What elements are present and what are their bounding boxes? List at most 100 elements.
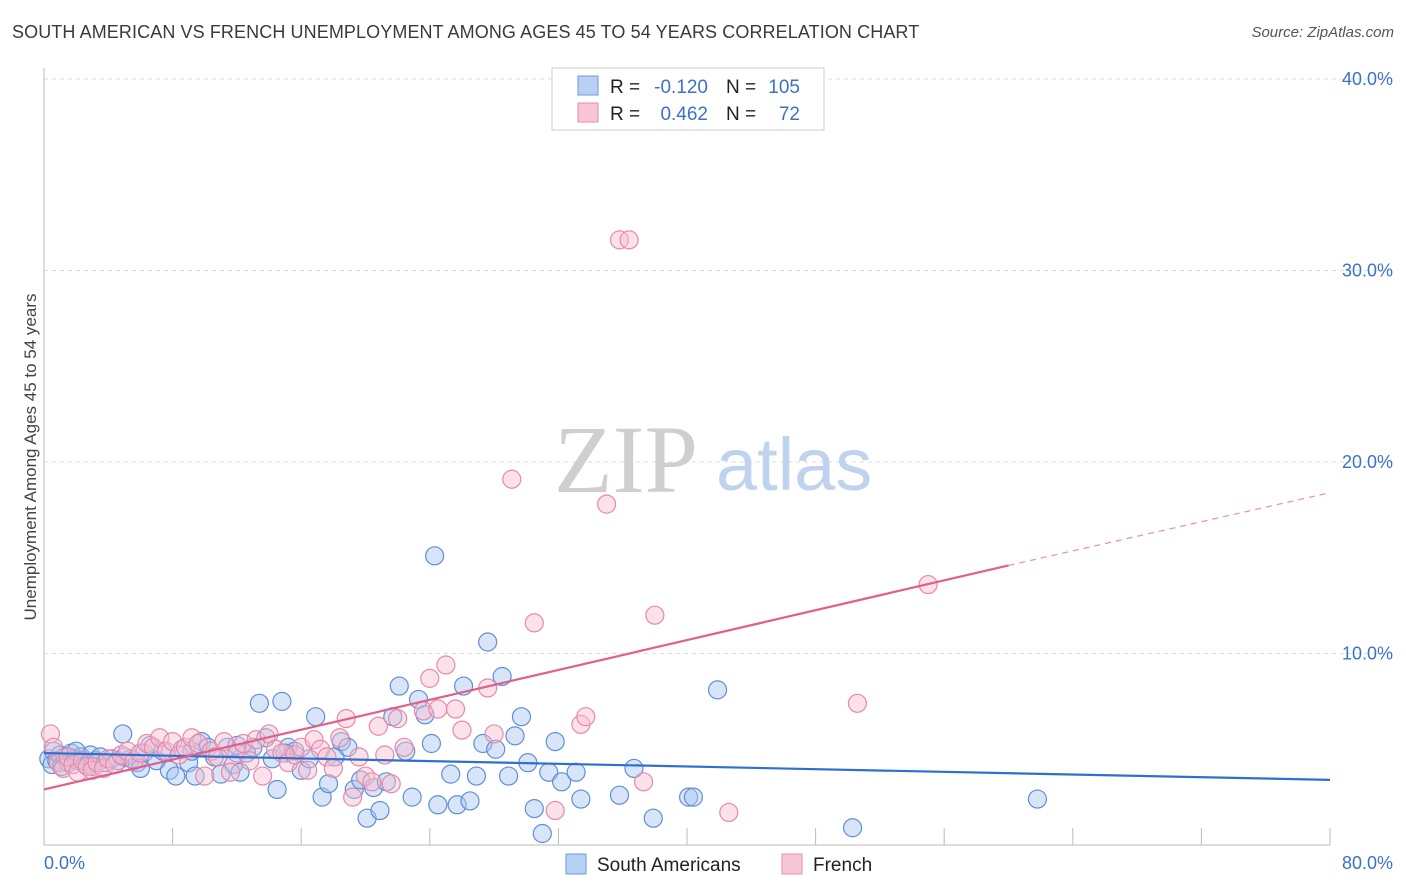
french-point — [576, 707, 596, 727]
french-point — [420, 668, 440, 688]
south-americans-point — [505, 726, 525, 746]
french-point — [619, 230, 639, 250]
french-point — [304, 730, 324, 750]
french-point — [330, 728, 350, 748]
south-americans-point — [643, 808, 663, 828]
south-americans-point — [441, 764, 461, 784]
french-point — [323, 758, 343, 779]
french-points — [40, 230, 938, 823]
south-americans-point — [566, 762, 586, 782]
stats-n-value-2: 72 — [779, 104, 800, 125]
french-point — [436, 655, 456, 675]
grid-lines — [44, 78, 1392, 654]
trend-lines — [43, 492, 1331, 791]
south-americans-point — [486, 739, 506, 759]
stats-r-label-1: R = — [610, 77, 640, 98]
french-point — [93, 758, 114, 779]
south-americans-point — [344, 779, 364, 800]
stats-r-value-1: -0.120 — [654, 77, 708, 98]
x-tick-label-max: 80.0% — [1342, 853, 1393, 873]
south-americans-point — [609, 785, 630, 805]
south-americans-trend-line — [43, 751, 1331, 781]
french-point — [524, 613, 544, 633]
french-point — [253, 766, 273, 786]
axes — [43, 68, 1331, 846]
legend-label-south-americans: South Americans — [597, 855, 741, 876]
south-americans-point — [532, 823, 552, 844]
south-americans-point — [166, 766, 186, 786]
stats-n-label-2: N = — [726, 104, 756, 125]
south-americans-points — [39, 546, 1048, 844]
south-americans-point — [249, 693, 270, 713]
stats-r-label-2: R = — [610, 104, 640, 125]
french-point — [195, 766, 215, 786]
y-axis-label: Unemployment Among Ages 45 to 54 years — [21, 294, 40, 621]
french-point — [124, 751, 144, 771]
french-point — [609, 230, 630, 250]
south-americans-point — [306, 707, 326, 727]
y-tick-label: 30.0% — [1342, 261, 1393, 281]
stats-r-value-2: 0.462 — [660, 104, 708, 125]
french-point — [298, 760, 318, 780]
south-americans-point — [185, 766, 205, 786]
bottom-legend: South Americans French — [565, 853, 872, 876]
french-point — [445, 699, 466, 719]
french-point — [597, 494, 617, 514]
south-americans-point — [267, 779, 287, 800]
legend-swatch-french — [781, 853, 803, 875]
south-americans-point — [425, 546, 445, 566]
french-point — [381, 774, 401, 794]
south-americans-point — [370, 800, 390, 821]
south-americans-point — [466, 766, 487, 786]
south-americans-point — [624, 758, 644, 779]
stats-legend-pink-swatch — [577, 102, 599, 123]
french-point — [44, 737, 64, 757]
y-tick-labels: 10.0% 20.0% 30.0% 40.0% — [1342, 69, 1393, 664]
stats-legend-blue-swatch — [577, 75, 599, 96]
french-point — [645, 605, 665, 625]
french-point — [349, 747, 369, 767]
french-point — [633, 772, 654, 792]
y-tick-label: 40.0% — [1342, 69, 1393, 89]
x-tick-label-min: 0.0% — [44, 853, 85, 873]
south-americans-point — [421, 733, 442, 754]
legend-swatch-south-americans — [565, 853, 587, 875]
south-americans-point — [402, 787, 422, 807]
french-trend-extension — [1008, 492, 1331, 566]
french-point — [847, 693, 867, 713]
south-americans-point — [272, 691, 292, 711]
south-americans-point — [113, 724, 133, 744]
french-point — [452, 720, 472, 740]
south-americans-point — [447, 795, 467, 815]
french-point — [240, 751, 260, 771]
watermark-zip: ZIP — [554, 406, 698, 513]
french-point — [53, 758, 73, 779]
south-americans-point — [679, 787, 699, 807]
south-americans-point — [460, 791, 480, 811]
french-point — [545, 800, 565, 821]
legend-label-french: French — [813, 855, 872, 876]
french-point — [502, 469, 522, 489]
french-trend-line — [43, 564, 1009, 791]
french-point — [362, 772, 382, 792]
french-point — [719, 802, 739, 823]
stats-legend: R = -0.120 N = 105 R = 0.462 N = 72 — [551, 67, 825, 131]
stats-n-label-1: N = — [726, 77, 756, 98]
south-americans-point — [389, 676, 409, 696]
french-point — [220, 762, 241, 782]
stats-n-value-1: 105 — [768, 77, 800, 98]
x-tick-labels: 0.0% 80.0% — [44, 853, 1393, 873]
source-label: Source: ZipAtlas.com — [1251, 24, 1394, 41]
south-americans-point — [511, 707, 532, 727]
y-tick-label: 20.0% — [1342, 452, 1393, 472]
watermark-atlas: atlas — [716, 423, 872, 506]
chart-title: SOUTH AMERICAN VS FRENCH UNEMPLOYMENT AM… — [12, 22, 920, 42]
french-point — [428, 699, 448, 719]
south-americans-point — [707, 680, 728, 700]
south-americans-point — [478, 632, 498, 652]
south-americans-point — [498, 766, 519, 786]
south-americans-point — [683, 787, 704, 807]
south-americans-point — [552, 772, 572, 792]
french-point — [394, 737, 414, 757]
french-point — [368, 716, 388, 736]
